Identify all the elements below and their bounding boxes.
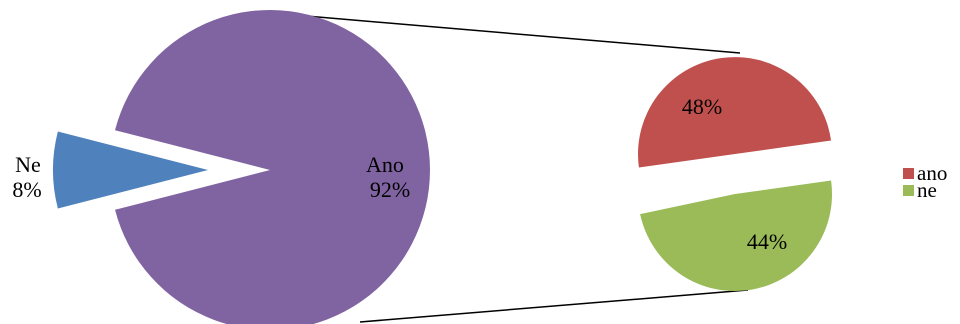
- legend-swatch-ne: [903, 185, 914, 196]
- legend-label-ne: ne: [917, 178, 937, 202]
- pie-slice-ano: [115, 10, 431, 324]
- data-label-ano-name: Ano: [366, 152, 404, 177]
- connector-line-bottom: [359, 289, 749, 323]
- pie-slice-ne: [52, 131, 208, 209]
- legend-swatch-ano: [903, 168, 914, 179]
- data-label-secondary-ne: 44%: [747, 229, 787, 254]
- pie-slice-secondary-ano: [638, 57, 832, 168]
- connector-line-top: [282, 13, 741, 54]
- data-label-secondary-ano: 48%: [682, 94, 722, 119]
- legend: ano ne: [903, 161, 947, 202]
- data-label-ne-percent: 8%: [12, 177, 41, 202]
- legend-label-ano: ano: [917, 161, 947, 185]
- data-label-ano-percent: 92%: [370, 177, 410, 202]
- pie-slice-secondary-ne: [640, 180, 833, 292]
- data-label-ne-name: Ne: [15, 152, 41, 177]
